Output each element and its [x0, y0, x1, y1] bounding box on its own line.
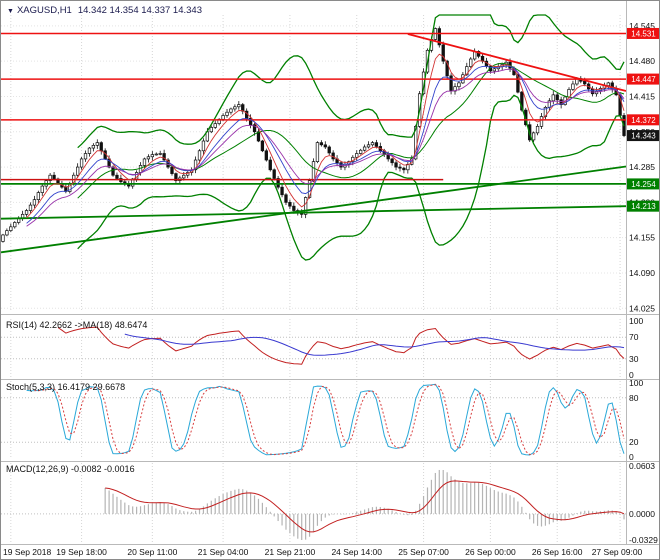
svg-text:19 Sep 2018: 19 Sep 2018 — [3, 547, 51, 557]
svg-text:14.480: 14.480 — [629, 56, 655, 66]
symbol-period-label: XAGUSD,H1 — [16, 5, 72, 16]
svg-text:0: 0 — [629, 452, 634, 462]
svg-text:0.0603: 0.0603 — [629, 461, 655, 471]
svg-text:14.415: 14.415 — [629, 91, 655, 101]
svg-text:26 Sep 16:00: 26 Sep 16:00 — [532, 547, 583, 557]
svg-text:27 Sep 09:00: 27 Sep 09:00 — [592, 547, 643, 557]
svg-text:14.155: 14.155 — [629, 233, 655, 243]
svg-text:100: 100 — [629, 316, 643, 326]
svg-text:-0.0329: -0.0329 — [629, 535, 658, 545]
svg-text:14.254: 14.254 — [631, 180, 656, 189]
chart-title-bar: ▼ XAGUSD,H1 14.342 14.354 14.337 14.343 — [7, 5, 202, 16]
svg-text:14.090: 14.090 — [629, 268, 655, 278]
rsi-indicator-label: RSI(14) 42.2662 ->MA(18) 48.6474 — [6, 320, 148, 330]
svg-text:14.372: 14.372 — [631, 116, 656, 125]
svg-text:21 Sep 21:00: 21 Sep 21:00 — [265, 547, 316, 557]
svg-text:30: 30 — [629, 354, 639, 364]
svg-text:25 Sep 07:00: 25 Sep 07:00 — [398, 547, 449, 557]
svg-text:26 Sep 00:00: 26 Sep 00:00 — [465, 547, 516, 557]
svg-text:14.213: 14.213 — [631, 202, 656, 211]
svg-text:14.343: 14.343 — [631, 132, 656, 141]
svg-text:14.447: 14.447 — [631, 75, 656, 84]
svg-text:19 Sep 18:00: 19 Sep 18:00 — [56, 547, 107, 557]
svg-text:14.545: 14.545 — [629, 21, 655, 31]
symbol-dropdown-icon: ▼ — [7, 8, 14, 15]
svg-text:14.025: 14.025 — [629, 303, 655, 313]
svg-text:0: 0 — [629, 370, 634, 380]
stoch-indicator-label: Stoch(5,3,3) 16.4179 29.6678 — [6, 382, 126, 392]
svg-text:0.0000: 0.0000 — [629, 509, 655, 519]
svg-text:100: 100 — [629, 378, 643, 388]
svg-text:20 Sep 11:00: 20 Sep 11:00 — [127, 547, 177, 557]
svg-text:14.285: 14.285 — [629, 162, 655, 172]
macd-indicator-label: MACD(12,26,9) -0.0082 -0.0016 — [6, 464, 135, 474]
svg-text:21 Sep 04:00: 21 Sep 04:00 — [198, 547, 249, 557]
svg-text:20: 20 — [629, 437, 639, 447]
svg-text:70: 70 — [629, 332, 639, 342]
ohlc-values-label: 14.342 14.354 14.337 14.343 — [77, 5, 202, 16]
svg-text:24 Sep 14:00: 24 Sep 14:00 — [331, 547, 382, 557]
svg-text:80: 80 — [629, 393, 639, 403]
svg-text:14.531: 14.531 — [631, 29, 656, 38]
